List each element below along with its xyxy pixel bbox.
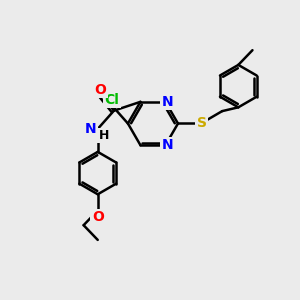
Text: N: N — [161, 95, 173, 109]
Text: O: O — [95, 83, 106, 97]
Text: O: O — [92, 211, 104, 224]
Text: N: N — [85, 122, 96, 136]
Text: H: H — [98, 129, 109, 142]
Text: S: S — [196, 116, 206, 130]
Text: N: N — [161, 138, 173, 152]
Text: Cl: Cl — [104, 93, 119, 107]
